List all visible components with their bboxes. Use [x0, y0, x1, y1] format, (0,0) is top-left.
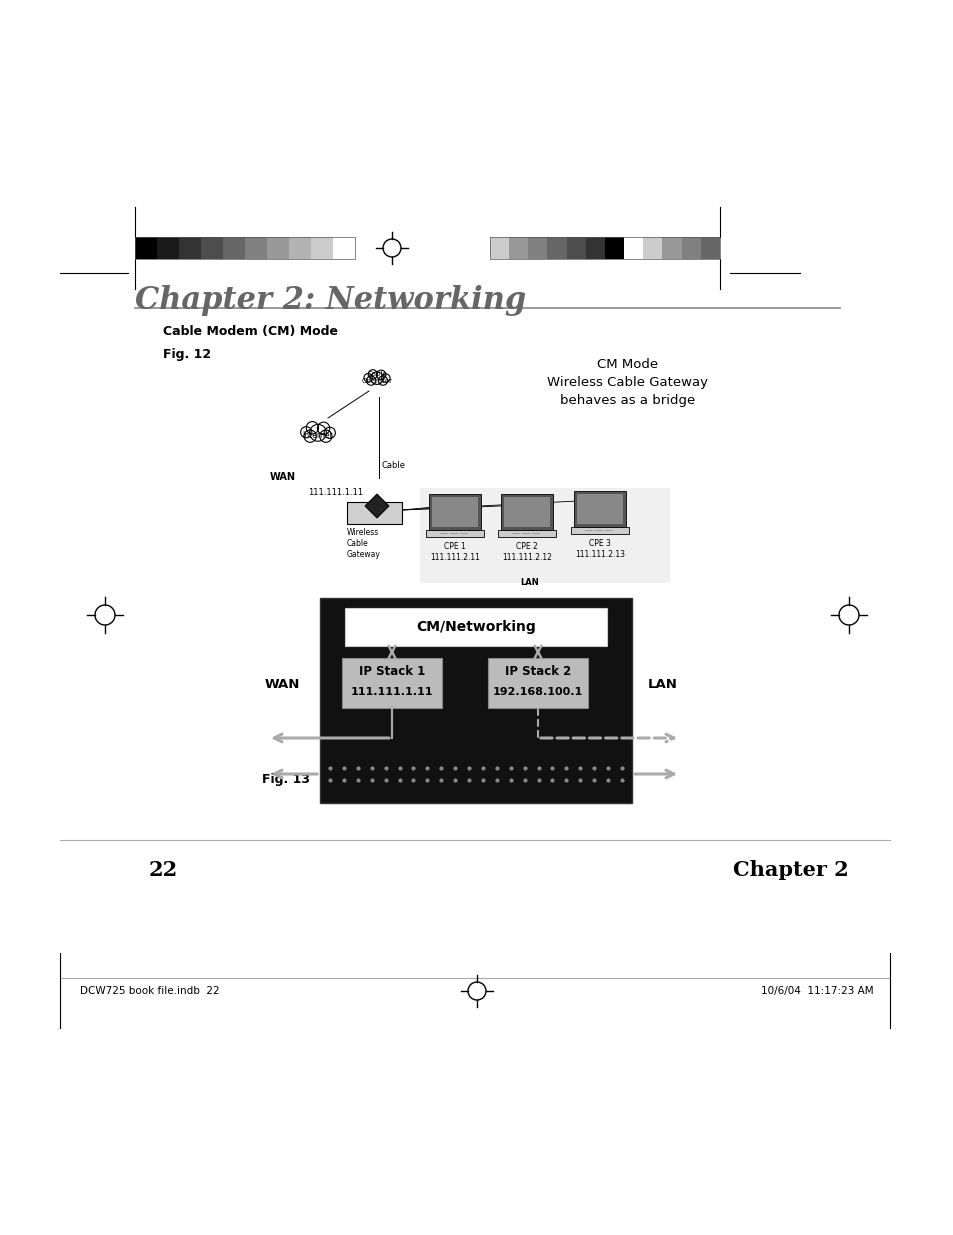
- Circle shape: [368, 369, 377, 379]
- Bar: [311, 237, 333, 259]
- Bar: [661, 237, 681, 259]
- Circle shape: [310, 425, 326, 441]
- Bar: [426, 530, 483, 537]
- Text: CPE 1
111.111.2.11: CPE 1 111.111.2.11: [430, 542, 479, 562]
- Text: CPE 2
111.111.2.12: CPE 2 111.111.2.12: [501, 542, 552, 562]
- Circle shape: [377, 375, 387, 385]
- Text: Cable Modem (CM) Mode: Cable Modem (CM) Mode: [163, 325, 337, 338]
- Text: 111.111.1.11: 111.111.1.11: [351, 687, 433, 697]
- Text: 22: 22: [149, 860, 177, 881]
- Bar: [577, 494, 622, 524]
- Circle shape: [381, 374, 390, 383]
- Text: Chapter 2: Networking: Chapter 2: Networking: [135, 285, 526, 316]
- Text: Wireless: Wireless: [572, 493, 603, 519]
- Bar: [547, 237, 566, 259]
- Polygon shape: [365, 494, 389, 517]
- Bar: [500, 494, 553, 530]
- Text: CPE 3
111.111.2.13: CPE 3 111.111.2.13: [575, 538, 624, 559]
- Text: IP Stack 2: IP Stack 2: [504, 666, 571, 678]
- Circle shape: [371, 372, 383, 384]
- Bar: [245, 237, 267, 259]
- Text: Internet: Internet: [302, 431, 333, 440]
- Text: Cable: Cable: [381, 461, 406, 471]
- Text: Cable
Operator: Cable Operator: [361, 372, 392, 384]
- Text: LAN: LAN: [520, 578, 538, 587]
- Bar: [528, 237, 547, 259]
- Bar: [642, 237, 661, 259]
- Circle shape: [366, 375, 375, 385]
- Circle shape: [300, 426, 312, 438]
- Circle shape: [319, 430, 332, 442]
- Bar: [490, 237, 720, 259]
- Bar: [157, 237, 179, 259]
- Text: WAN: WAN: [264, 678, 299, 692]
- Circle shape: [364, 373, 372, 382]
- Bar: [135, 237, 355, 259]
- Bar: [333, 237, 355, 259]
- Text: 192.168.100.1: 192.168.100.1: [493, 687, 582, 697]
- Bar: [700, 237, 720, 259]
- Bar: [179, 237, 201, 259]
- Bar: [490, 237, 509, 259]
- Bar: [319, 598, 631, 803]
- Text: 10/6/04  11:17:23 AM: 10/6/04 11:17:23 AM: [760, 986, 873, 995]
- Bar: [566, 237, 585, 259]
- Bar: [509, 237, 528, 259]
- Bar: [267, 237, 289, 259]
- Bar: [201, 237, 223, 259]
- Bar: [681, 237, 700, 259]
- Text: WAN: WAN: [270, 472, 295, 482]
- Text: CM Mode
Wireless Cable Gateway
behaves as a bridge: CM Mode Wireless Cable Gateway behaves a…: [547, 358, 708, 408]
- Text: 111.111.1.11: 111.111.1.11: [308, 488, 363, 496]
- Bar: [429, 494, 480, 530]
- Bar: [347, 501, 401, 524]
- Bar: [503, 496, 550, 527]
- Text: USB: USB: [513, 499, 530, 508]
- Text: IP Stack 1: IP Stack 1: [358, 666, 425, 678]
- Bar: [585, 237, 604, 259]
- Circle shape: [304, 430, 316, 442]
- Text: DCW725 book file.indb  22: DCW725 book file.indb 22: [80, 986, 219, 995]
- Circle shape: [324, 427, 335, 438]
- Bar: [289, 237, 311, 259]
- Text: Fig. 12: Fig. 12: [163, 348, 211, 361]
- Bar: [419, 488, 669, 583]
- Bar: [604, 237, 623, 259]
- Circle shape: [376, 370, 385, 379]
- Bar: [223, 237, 245, 259]
- Circle shape: [306, 421, 318, 433]
- Text: LAN: LAN: [647, 678, 678, 692]
- Bar: [432, 496, 477, 527]
- Bar: [345, 608, 606, 646]
- Bar: [488, 658, 587, 708]
- Text: RJ 45: RJ 45: [436, 499, 458, 508]
- Text: Wireless
Cable
Gateway: Wireless Cable Gateway: [347, 529, 380, 559]
- Bar: [341, 658, 441, 708]
- Bar: [497, 530, 556, 537]
- Text: CM/Networking: CM/Networking: [416, 620, 536, 634]
- Bar: [574, 492, 625, 527]
- Bar: [571, 527, 628, 534]
- Bar: [623, 237, 642, 259]
- Bar: [135, 237, 157, 259]
- Circle shape: [317, 422, 330, 435]
- Text: Chapter 2: Chapter 2: [732, 860, 848, 881]
- Text: Fig. 13: Fig. 13: [262, 773, 310, 785]
